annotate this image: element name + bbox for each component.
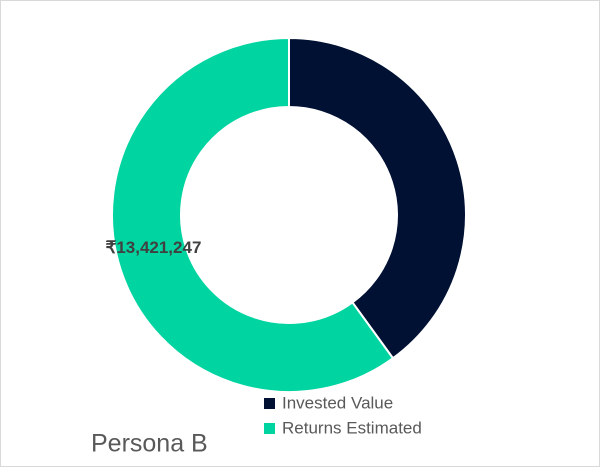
donut-slice bbox=[111, 36, 395, 393]
data-label: ₹13,421,247 bbox=[105, 238, 202, 257]
chart-title: Persona B bbox=[91, 430, 208, 458]
donut-slice bbox=[288, 36, 467, 360]
legend-label: Invested Value bbox=[282, 393, 393, 412]
legend-swatch bbox=[264, 423, 275, 434]
legend-swatch bbox=[264, 398, 275, 409]
legend-label: Returns Estimated bbox=[282, 418, 422, 437]
